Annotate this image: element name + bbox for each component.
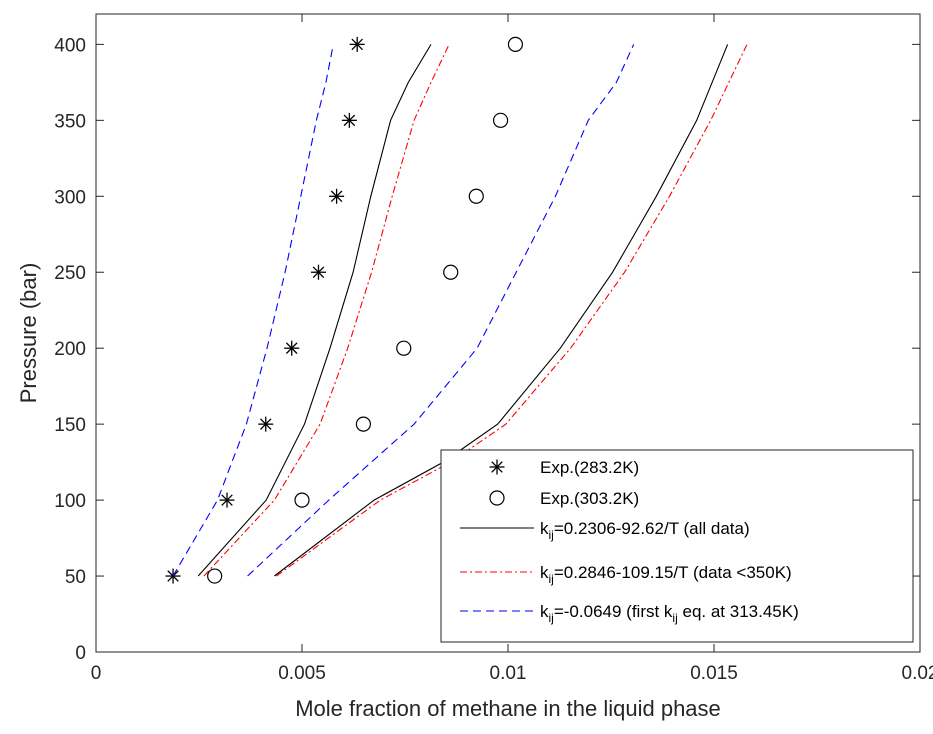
x-tick-label: 0.01 [490,663,527,684]
legend-entry-kij-all-data-main: k [540,519,549,538]
y-tick-label: 200 [54,339,86,360]
y-tick-label: 100 [54,491,86,512]
y-axis-label: Pressure (bar) [16,263,41,404]
y-tick-label: 350 [54,111,86,132]
series-3 [203,44,748,577]
legend-sample-circle [489,490,505,506]
series-0-point-0-stroke [167,570,179,582]
legend-sample-asterisk [489,459,505,475]
legend-entry-kij-all-data: kij=0.2306-92.62/T (all data) [540,519,750,542]
legend-entry-exp-303-text: Exp.(303.2K) [540,489,639,508]
series-4 [172,44,635,577]
legend-entry-kij-constant-rest2: eq. at 313.45K) [678,602,799,621]
series-0-point-2 [258,416,274,432]
series-0-point-6 [341,112,357,128]
legend-entry-kij-constant-sub2: ij [672,611,677,625]
series-0-point-0 [165,568,181,584]
series-2-curve-1 [274,44,729,577]
x-tick-label: 0.015 [690,663,738,684]
series-0-point-1 [219,492,235,508]
y-tick-label: 300 [54,187,86,208]
legend: Exp.(283.2K) Exp.(303.2K) kij=0.2306-92.… [440,449,914,643]
x-tick-label: 0.005 [278,663,326,684]
y-tick-label: 250 [54,263,86,284]
legend-entry-exp-303: Exp.(303.2K) [540,489,639,508]
legend-box [440,449,914,643]
series-1-point-6 [492,112,509,128]
series-1-point-5 [468,188,484,204]
series-0-point-1-stroke [221,494,233,506]
y-tick-label: 150 [54,415,86,436]
series-0-point-3 [284,340,300,356]
series-1 [207,36,524,584]
x-tick-label: 0.02 [902,663,933,684]
legend-entry-exp-283: Exp.(283.2K) [540,458,639,477]
x-axis-label: Mole fraction of methane in the liquid p… [295,696,721,721]
legend-entry-kij-below-350k-sub: ij [549,572,554,586]
series-3-curve-1 [276,44,748,577]
ticks-layer: 0 0.005 0.01 0.015 0.02 0 50 100 150 200 250 300 350… [54,14,933,684]
y-tick-label: 0 [75,643,86,664]
series-1-point-0 [207,568,223,584]
series-0-point-5-stroke [330,190,343,203]
series-3-curve-0 [203,44,450,577]
legend-sample-asterisk-stroke [491,461,503,473]
series-4-curve-0 [172,44,334,577]
legend-entry-kij-below-350k-rest: =0.2846-109.15/T (data <350K) [554,563,792,582]
y-tick-label: 400 [54,35,86,56]
series-2-curve-0 [197,44,432,577]
series-0-point-4-stroke [312,266,325,279]
series-layer [165,36,748,584]
legend-entry-kij-constant-rest: =-0.0649 (first k [554,602,673,621]
legend-entry-kij-below-350k: kij=0.2846-109.15/T (data <350K) [540,563,792,586]
legend-entry-kij-below-350k-main: k [540,563,549,582]
legend-entry-exp-283-text: Exp.(283.2K) [540,458,639,477]
series-0-point-7-stroke [351,38,363,51]
series-0-point-7 [349,36,365,52]
legend-entry-kij-all-data-sub: ij [549,528,554,542]
series-2 [197,44,729,577]
series-0-point-2-stroke [259,418,272,430]
series-1-point-2 [355,416,371,432]
series-1-point-7 [507,36,524,52]
series-0-point-3-stroke [285,342,298,354]
series-0-point-6-stroke [343,114,356,127]
legend-entry-kij-all-data-rest: =0.2306-92.62/T (all data) [554,519,750,538]
series-1-point-3 [396,340,412,356]
legend-entry-kij-constant-main: k [540,602,549,621]
series-1-point-1 [294,492,310,508]
x-tick-label: 0 [91,663,102,684]
series-0 [165,36,365,584]
series-4-curve-1 [247,44,635,577]
y-tick-label: 50 [65,567,86,588]
legend-entry-kij-constant-sub: ij [549,611,554,625]
legend-samples [460,459,534,612]
series-0-point-5 [329,188,345,204]
legend-entry-kij-constant: kij=-0.0649 (first kij eq. at 313.45K) [540,602,799,625]
series-0-point-4 [310,264,326,280]
series-1-point-4 [443,264,459,280]
